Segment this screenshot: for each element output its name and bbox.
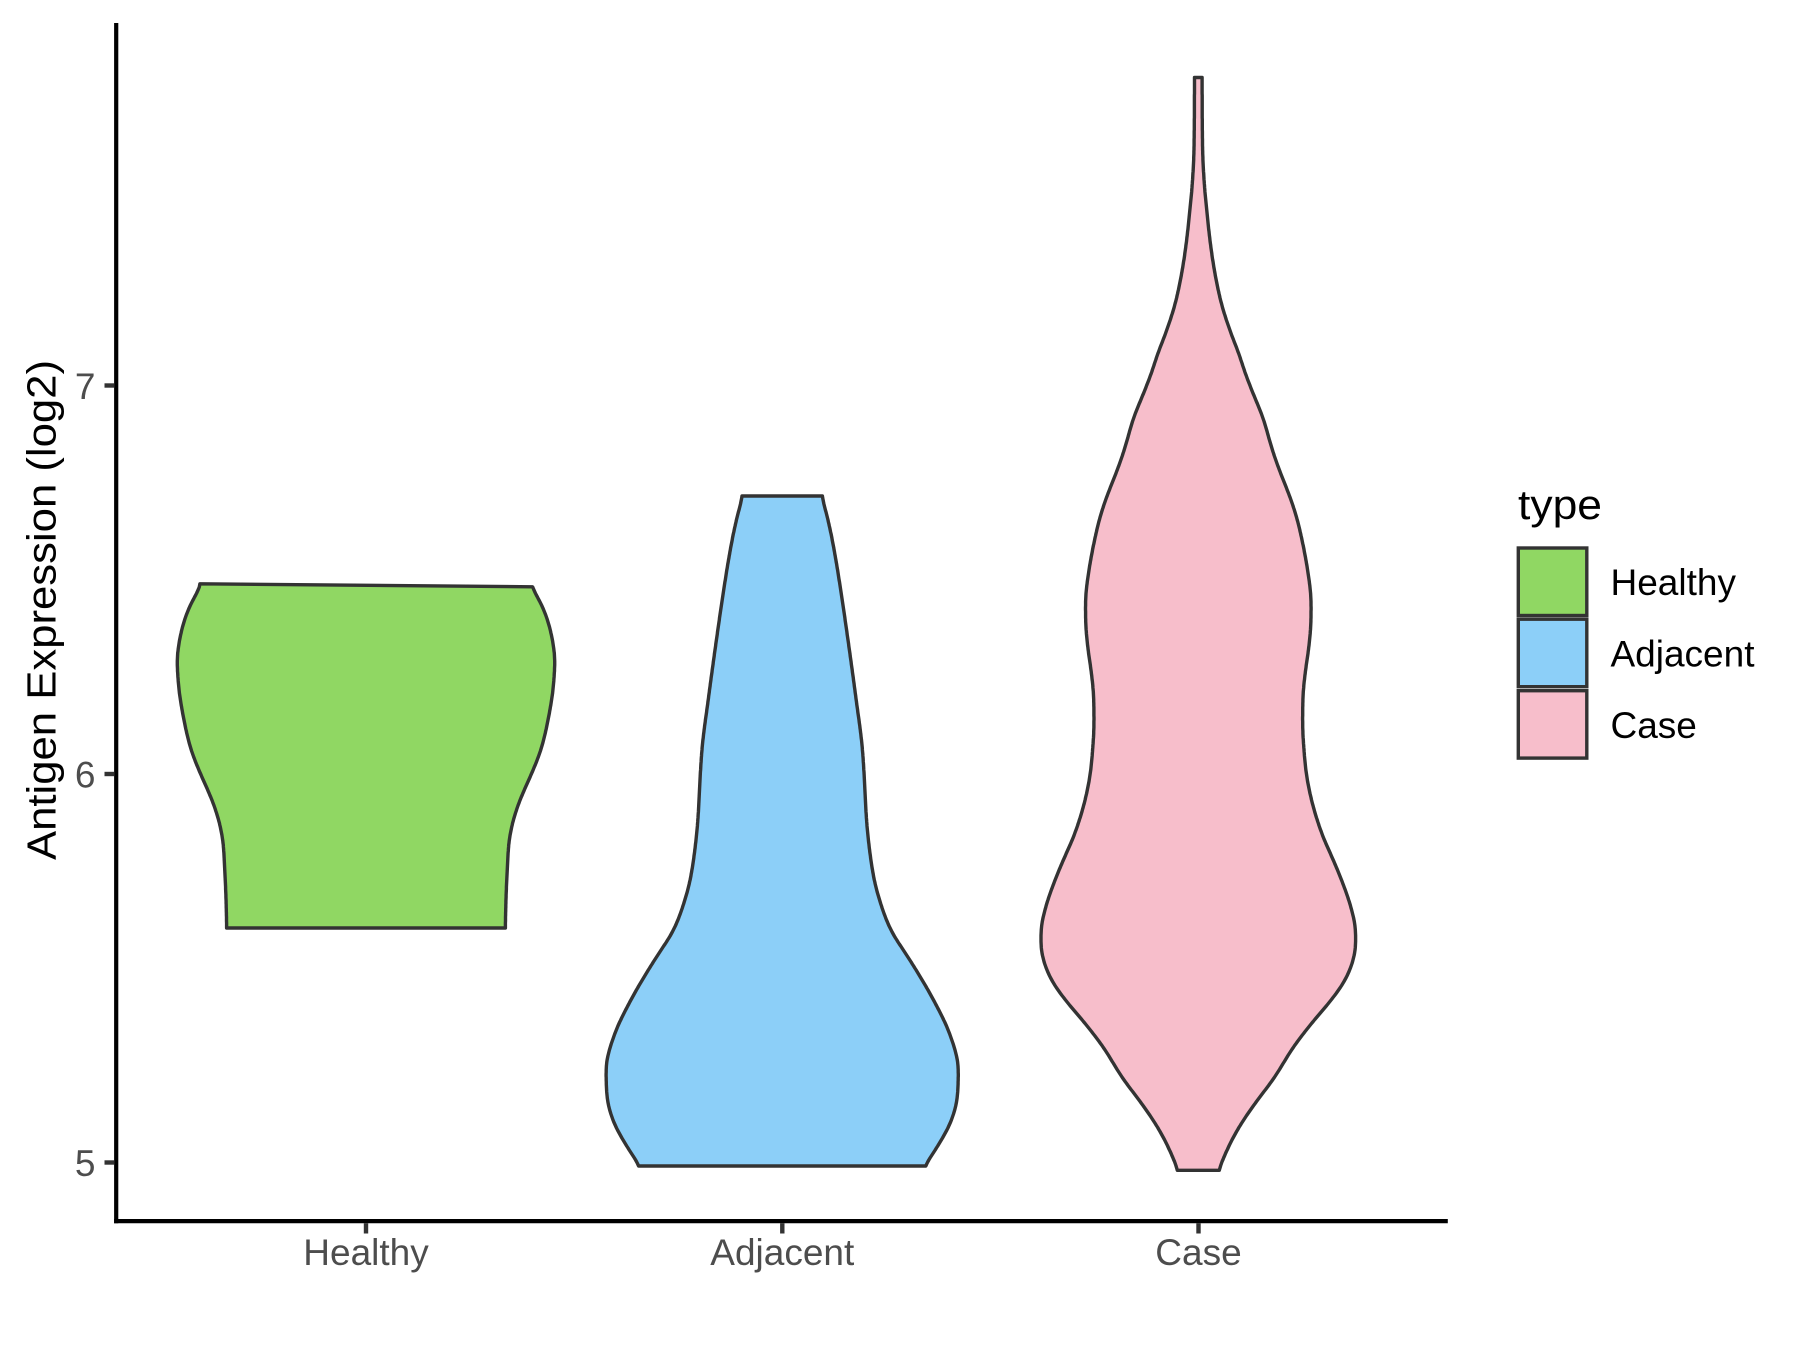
svg-text:Case: Case	[1155, 1232, 1241, 1273]
svg-text:5: 5	[75, 1143, 96, 1184]
svg-text:Case: Case	[1611, 705, 1697, 746]
svg-text:7: 7	[75, 366, 96, 407]
svg-text:type: type	[1518, 481, 1602, 528]
svg-text:Antigen Expression (log2): Antigen Expression (log2)	[19, 360, 65, 860]
svg-text:Adjacent: Adjacent	[710, 1232, 855, 1273]
svg-text:Adjacent: Adjacent	[1611, 634, 1756, 675]
svg-text:Healthy: Healthy	[1611, 562, 1737, 603]
svg-text:6: 6	[75, 755, 96, 796]
svg-text:Healthy: Healthy	[303, 1232, 429, 1273]
